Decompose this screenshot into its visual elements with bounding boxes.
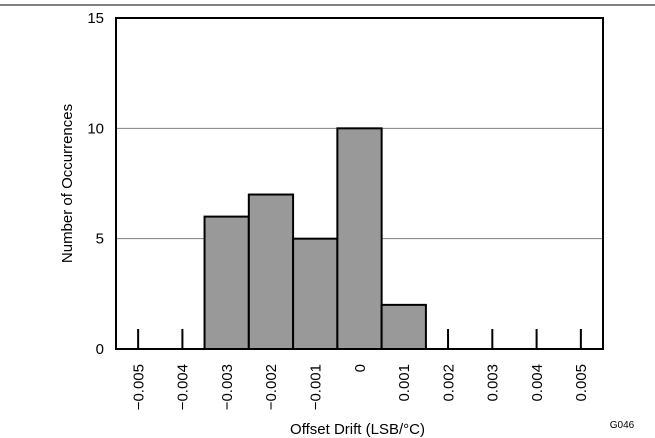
histogram-bar	[380, 303, 427, 351]
histogram-bar	[203, 215, 250, 350]
histogram-bar	[292, 237, 339, 351]
y-tick-label: 0	[96, 341, 104, 358]
x-tick-label: −0.005	[130, 364, 147, 410]
x-tick-marks	[137, 329, 582, 349]
x-tick-label: 0	[352, 364, 369, 372]
y-tick-labels: 0 5 10 15	[87, 10, 104, 358]
y-tick-label: 5	[96, 231, 104, 248]
y-tick-label: 10	[87, 120, 104, 137]
x-tick-label: 0.005	[573, 364, 590, 402]
x-tick-label: 0.002	[440, 364, 457, 402]
histogram-bar	[247, 193, 295, 350]
x-tick-label: −0.001	[307, 364, 324, 410]
y-tick-label: 15	[87, 10, 104, 27]
x-tick-label: 0.004	[529, 364, 546, 402]
y-axis-label: Number of Occurrences	[59, 104, 76, 263]
plot-frame	[115, 17, 604, 350]
x-axis-label: Offset Drift (LSB/°C)	[290, 421, 425, 438]
x-tick-label: −0.003	[219, 364, 236, 410]
x-tick-label: −0.004	[175, 364, 192, 410]
x-tick-label: −0.002	[263, 364, 280, 410]
figure-code: G046	[610, 420, 635, 431]
x-tick-labels: −0.005 −0.004 −0.003 −0.002 −0.001 0 0.001 0.00…	[130, 364, 590, 410]
bars	[203, 127, 427, 351]
x-tick-label: 0.001	[396, 364, 413, 402]
x-tick-label: 0.003	[485, 364, 502, 402]
histogram-bar	[336, 127, 383, 350]
